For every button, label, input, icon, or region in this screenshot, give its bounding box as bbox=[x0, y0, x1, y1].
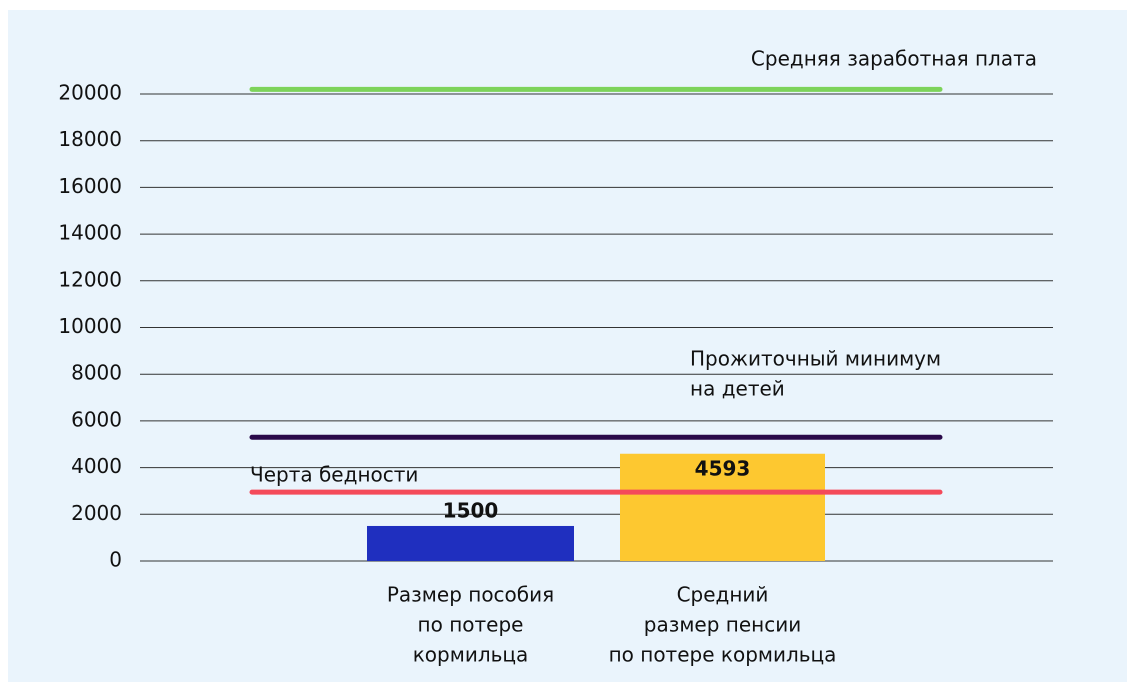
reference-label: Средняя заработная плата bbox=[751, 47, 1037, 71]
panel bbox=[8, 10, 1127, 682]
y-tick-label: 20000 bbox=[58, 81, 122, 105]
y-tick-label: 16000 bbox=[58, 174, 122, 198]
x-tick-label: по потере bbox=[418, 613, 524, 637]
y-tick-label: 14000 bbox=[58, 221, 122, 245]
x-tick-label: кормильца bbox=[413, 643, 529, 667]
y-tick-label: 8000 bbox=[71, 361, 122, 385]
y-tick-label: 10000 bbox=[58, 314, 122, 338]
x-tick-label: Размер пособия bbox=[387, 583, 554, 607]
reference-label: Черта бедности bbox=[250, 463, 418, 487]
x-tick-label: размер пенсии bbox=[644, 613, 801, 637]
bar bbox=[367, 525, 574, 561]
y-tick-label: 4000 bbox=[71, 454, 122, 478]
value-label: 1500 bbox=[443, 498, 499, 522]
x-tick-label: по потере кормильца bbox=[609, 643, 837, 667]
x-tick-label: Средний bbox=[677, 583, 769, 607]
reference-label: Прожиточный минимум bbox=[690, 347, 941, 371]
reference-label: на детей bbox=[690, 377, 785, 401]
y-tick-label: 2000 bbox=[71, 501, 122, 525]
y-tick-label: 0 bbox=[109, 548, 122, 572]
value-label: 4593 bbox=[695, 456, 751, 480]
y-tick-label: 6000 bbox=[71, 407, 122, 431]
y-tick-label: 18000 bbox=[58, 127, 122, 151]
y-tick-label: 12000 bbox=[58, 267, 122, 291]
bar bbox=[620, 453, 825, 561]
